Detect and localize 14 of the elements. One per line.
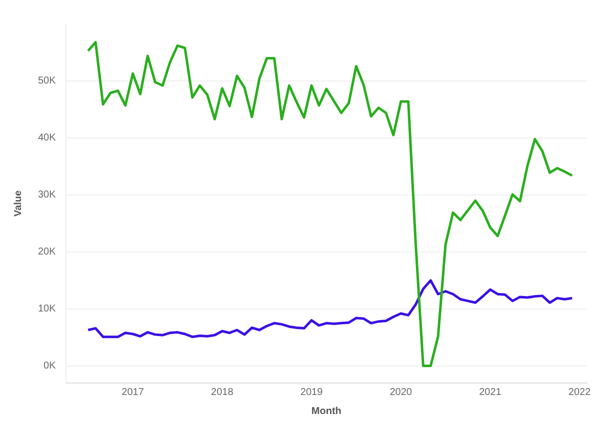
x-tick-label: 2017 <box>122 386 144 398</box>
y-tick-label: 0K <box>44 360 56 372</box>
y-tick-label: 30K <box>38 190 56 201</box>
y-tick-label: 50K <box>38 76 56 87</box>
y-tick-label: 20K <box>38 246 56 258</box>
y-tick-label: 10K <box>38 304 56 315</box>
x-tick-label: 2020 <box>390 386 412 398</box>
x-tick-label: 2021 <box>479 386 502 398</box>
x-tick-label: 2022 <box>568 386 592 398</box>
y-axis-title: Value <box>12 190 24 217</box>
x-axis-title: Month <box>311 406 342 417</box>
x-tick-label: 2019 <box>300 386 324 398</box>
x-tick-label: 2018 <box>211 386 234 398</box>
y-tick-label: 40K <box>38 132 56 144</box>
